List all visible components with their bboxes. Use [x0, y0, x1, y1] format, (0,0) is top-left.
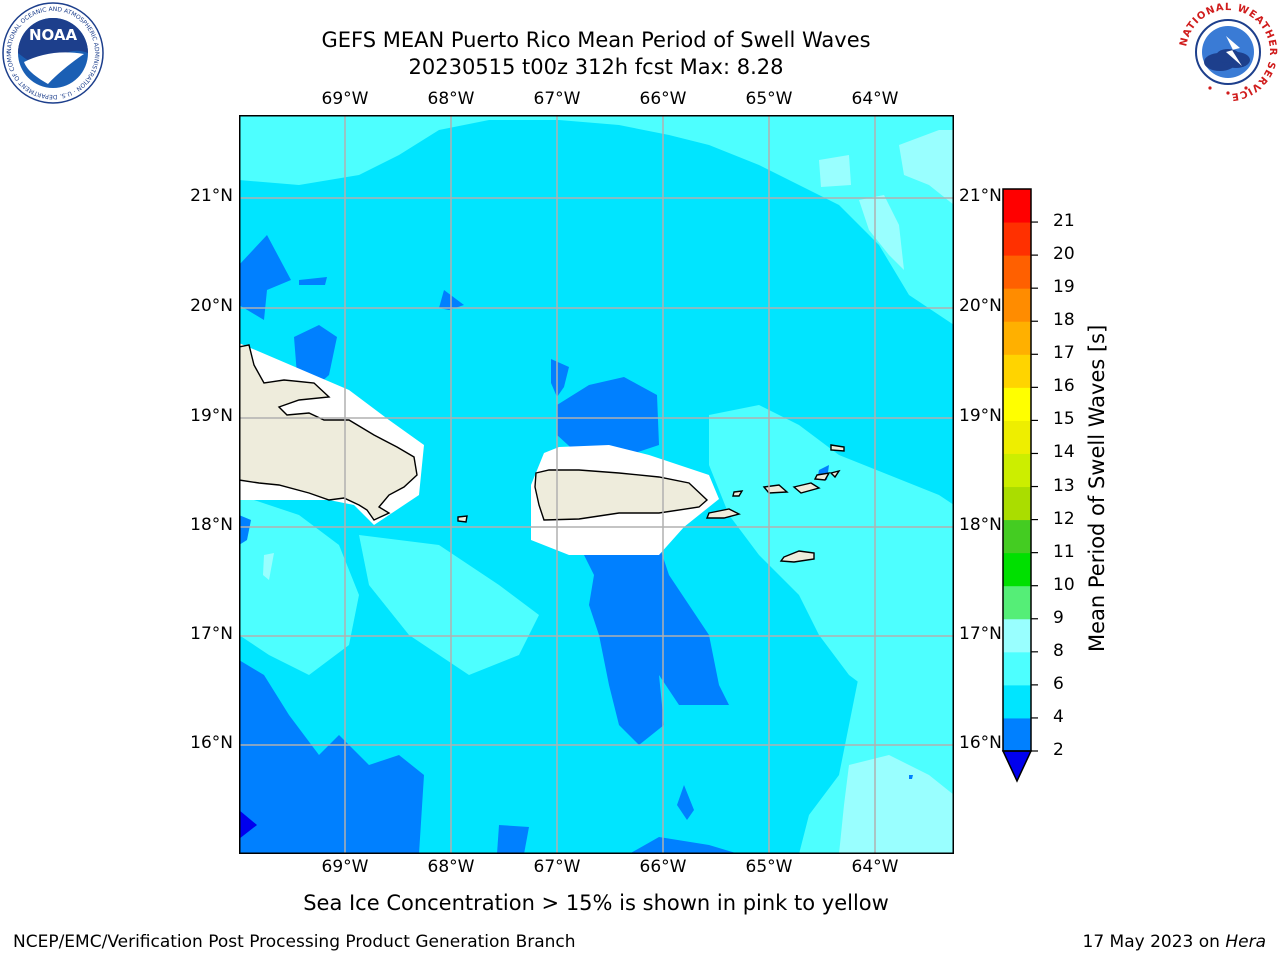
colorbar-segment [1003, 288, 1031, 322]
colorbar-tick-label: 11 [1053, 541, 1075, 562]
lon-label-bottom: 67°W [533, 857, 581, 877]
colorbar-segment [1003, 519, 1031, 554]
period-below-2-region [239, 810, 257, 839]
lon-label-top: 67°W [533, 89, 581, 109]
colorbar-tick-label: 18 [1053, 310, 1075, 331]
colorbar-segment [1003, 189, 1031, 223]
lat-label-left: 19°N [190, 406, 233, 426]
lon-label-bottom: 69°W [321, 857, 369, 877]
st-croix-land [779, 550, 815, 563]
footer-machine: Hera [1225, 932, 1266, 952]
lon-label-bottom: 68°W [427, 857, 475, 877]
colorbar-segment [1003, 222, 1031, 256]
colorbar-tick-label: 16 [1053, 376, 1075, 397]
colorbar-segment [1003, 651, 1031, 686]
colorbar-tick-label: 10 [1053, 574, 1075, 595]
swell-period-map [239, 115, 954, 854]
colorbar-segment [1003, 321, 1031, 355]
colorbar-segment [1003, 552, 1031, 587]
anegada-land [830, 444, 845, 452]
noaa-logo: NATIONAL OCEANIC AND ATMOSPHERIC ADMINIS… [2, 2, 104, 104]
colorbar-label: Mean Period of Swell Waves [s] [1085, 324, 1109, 652]
land-masses [239, 344, 845, 563]
lon-label-bottom: 66°W [639, 857, 687, 877]
lat-label-right: 18°N [959, 515, 1002, 535]
lat-label-right: 19°N [959, 406, 1002, 426]
mona-island-land [457, 515, 468, 523]
colorbar-segment [1003, 486, 1031, 521]
lon-label-top: 66°W [639, 89, 687, 109]
lat-label-left: 17°N [190, 624, 233, 644]
colorbar-segment [1003, 453, 1031, 488]
map-gridlines [239, 115, 954, 854]
noaa-label: NOAA [29, 26, 78, 44]
colorbar-tick-label: 17 [1053, 343, 1075, 364]
vieques-land [705, 508, 741, 519]
colorbar-segment [1003, 618, 1031, 653]
colorbar-tick-label: 20 [1053, 244, 1075, 265]
map-title: GEFS MEAN Puerto Rico Mean Period of Swe… [321, 28, 871, 52]
colorbar-tick-label: 8 [1053, 640, 1064, 661]
map-frame [239, 115, 954, 854]
lat-label-left: 20°N [190, 296, 233, 316]
colorbar-tick-label: 2 [1053, 740, 1064, 760]
virgin-islands-land [792, 482, 821, 494]
colorbar-segment [1003, 420, 1031, 454]
period-2-4-regions [239, 235, 913, 854]
colorbar-segment [1003, 717, 1031, 752]
colorbar-tick-label: 9 [1053, 607, 1064, 628]
sea-ice-note: Sea Ice Concentration > 15% is shown in … [303, 891, 889, 915]
map-subtitle: 20230515 t00z 312h fcst Max: 8.28 [408, 55, 784, 79]
lat-label-left: 18°N [190, 515, 233, 535]
lat-label-right: 20°N [959, 296, 1002, 316]
colorbar-tick-label: 13 [1053, 475, 1075, 496]
culebra-land [732, 490, 744, 497]
colorbar-segment [1003, 255, 1031, 289]
colorbar-segment [1003, 585, 1031, 620]
colorbar-tick-label: 21 [1053, 211, 1075, 232]
colorbar-tick-label: 15 [1053, 409, 1075, 430]
colorbar-tick-label: 19 [1053, 277, 1075, 298]
colorbar-segment [1003, 684, 1031, 719]
colorbar-segment [1003, 387, 1031, 421]
period-8-9-regions [263, 130, 954, 854]
lat-label-left: 21°N [190, 186, 233, 206]
footer-date: 17 May 2023 on Hera [1083, 932, 1267, 952]
colorbar-tick-label: 14 [1053, 442, 1075, 463]
colorbar-tick-label: 6 [1053, 673, 1064, 694]
lat-label-right: 21°N [959, 186, 1002, 206]
nws-logo: NATIONAL WEATHER SERVICE [1178, 2, 1278, 102]
colorbar-tick-label: 4 [1053, 706, 1064, 727]
colorbar-segment [1003, 354, 1031, 388]
puerto-rico-land [534, 469, 709, 521]
lon-label-bottom: 65°W [745, 857, 793, 877]
lon-label-top: 69°W [321, 89, 369, 109]
hispaniola-land [239, 344, 418, 521]
footer-date-text: 17 May 2023 on [1082, 932, 1226, 952]
lat-label-right: 16°N [959, 733, 1002, 753]
colorbar-frame [1002, 188, 1032, 752]
period-6-8-regions [239, 115, 954, 854]
lat-label-left: 16°N [190, 733, 233, 753]
colorbar-extend-arrow [1001, 750, 1033, 783]
lon-label-bottom: 64°W [851, 857, 899, 877]
footer-branch: NCEP/EMC/Verification Post Processing Pr… [13, 932, 576, 952]
colorbar [1001, 188, 1038, 783]
lon-label-top: 65°W [745, 89, 793, 109]
lon-label-top: 64°W [851, 89, 899, 109]
lon-label-top: 68°W [427, 89, 475, 109]
colorbar-tick-label: 12 [1053, 508, 1075, 529]
lat-label-right: 17°N [959, 624, 1002, 644]
